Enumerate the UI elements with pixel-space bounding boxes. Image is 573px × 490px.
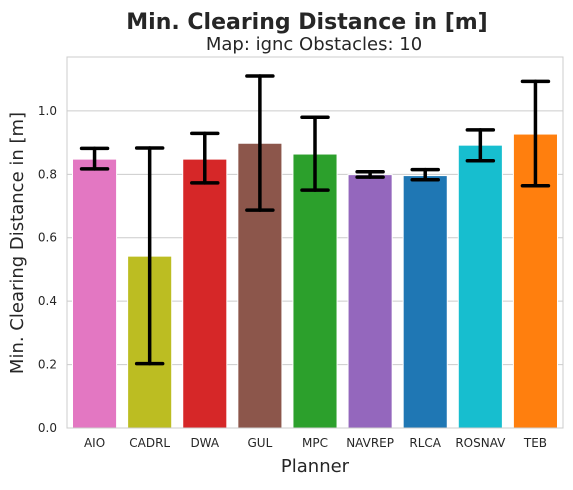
y-tick-label: 1.0 xyxy=(38,104,57,118)
x-axis-label: Planner xyxy=(281,456,350,477)
bar-rlca xyxy=(402,175,448,429)
y-tick-label: 0.8 xyxy=(38,167,57,181)
y-tick-label: 0.6 xyxy=(38,231,57,245)
x-tick-label: NAVREP xyxy=(346,436,394,450)
x-tick-label: TEB xyxy=(523,436,547,450)
error-bars-layer xyxy=(79,74,551,366)
bar-mpc xyxy=(292,153,338,429)
chart-subtitle: Map: ignc Obstacles: 10 xyxy=(206,34,422,55)
x-tick-label: CADRL xyxy=(129,436,170,450)
x-tick-label: MPC xyxy=(302,436,328,450)
plot-frame xyxy=(66,56,564,429)
y-tick-label: 0.4 xyxy=(38,294,57,308)
x-tick-label: ROSNAV xyxy=(455,436,506,450)
x-tick-label: AIO xyxy=(84,436,105,450)
bar-navrep xyxy=(347,174,393,429)
ticks-layer: 0.0 0.2 0.4 0.6 0.8 1.0 AIO CADRL DWA GUL MPC NAVRE… xyxy=(38,104,547,450)
bar-aio xyxy=(72,158,118,429)
x-tick-label: GUL xyxy=(247,436,272,450)
y-axis-label: Min. Clearing Distance in [m] xyxy=(7,112,28,374)
x-tick-label: DWA xyxy=(190,436,219,450)
y-tick-label: 0.2 xyxy=(38,358,57,372)
bar-dwa xyxy=(182,158,228,429)
y-tick-label: 0.0 xyxy=(38,421,57,435)
x-tick-label: RLCA xyxy=(409,436,441,450)
bar-rosnav xyxy=(457,144,503,429)
chart-title: Min. Clearing Distance in [m] xyxy=(126,10,487,35)
